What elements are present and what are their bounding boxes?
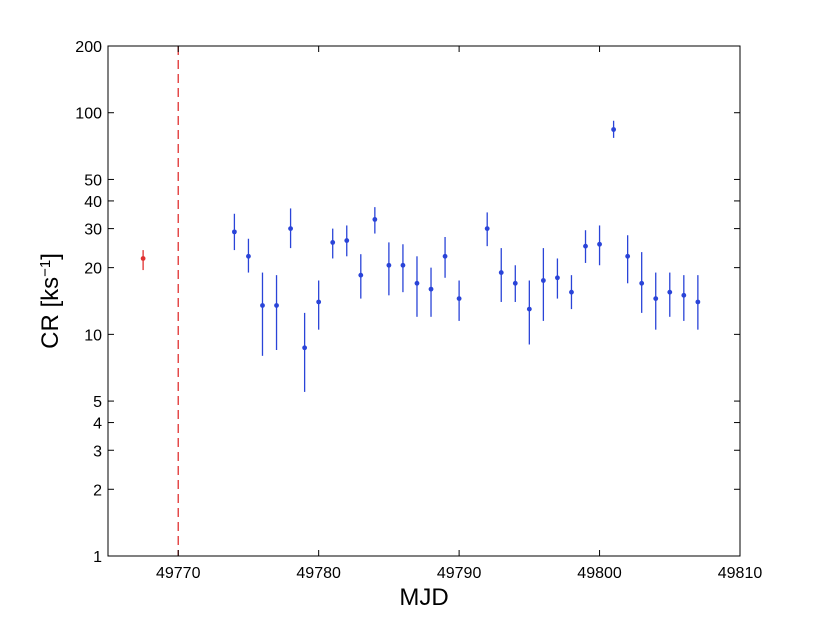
- data-marker: [625, 253, 631, 259]
- data-marker: [274, 303, 279, 308]
- data-point: [386, 242, 392, 296]
- data-marker: [555, 275, 560, 281]
- y-tick-label: 20: [84, 261, 102, 278]
- data-point: [555, 258, 560, 299]
- data-marker: [344, 238, 350, 243]
- y-tick-label: 50: [84, 172, 102, 189]
- data-marker: [288, 226, 293, 232]
- data-point: [639, 252, 645, 313]
- y-tick-label: 100: [75, 106, 102, 123]
- data-point: [400, 244, 406, 293]
- axis-ticks: 49770 49780 49790 49800 49810 1 2 3 4 5 10 20 30 40 50…: [75, 39, 762, 582]
- data-point: [260, 272, 265, 356]
- data-point: [484, 212, 490, 247]
- x-tick-label: 49790: [437, 565, 482, 582]
- data-marker: [526, 306, 532, 312]
- data-point: [681, 275, 687, 321]
- data-point: [358, 254, 364, 299]
- plot-area: [140, 46, 701, 556]
- data-marker: [681, 292, 687, 298]
- y-axis-label-superscript: −1: [37, 260, 54, 277]
- data-point: [414, 256, 420, 317]
- data-point: [246, 238, 251, 273]
- data-marker: [653, 296, 659, 301]
- y-tick-label: 200: [75, 39, 102, 56]
- data-point: [569, 275, 574, 310]
- data-point: [695, 275, 701, 330]
- y-axis-label: CR [ks−1]: [37, 253, 65, 349]
- data-marker: [260, 303, 265, 308]
- data-marker: [400, 262, 406, 268]
- data-point: [372, 207, 378, 234]
- data-point: [526, 280, 532, 345]
- data-point: [288, 208, 293, 249]
- data-point: [344, 225, 350, 257]
- data-point: [456, 280, 462, 321]
- y-tick-label: 10: [84, 327, 102, 344]
- y-tick-label: 1: [93, 549, 102, 566]
- data-marker: [140, 256, 146, 261]
- data-point: [512, 265, 518, 302]
- data-marker: [611, 127, 616, 132]
- data-marker: [667, 289, 673, 295]
- data-marker: [316, 299, 322, 305]
- y-tick-label: 2: [93, 482, 102, 499]
- data-point: [625, 235, 631, 284]
- data-point: [330, 228, 336, 259]
- data-point: [653, 272, 659, 330]
- data-marker: [695, 299, 701, 305]
- y-tick-label: 30: [84, 222, 102, 239]
- data-marker: [330, 239, 336, 245]
- data-point: [140, 250, 146, 271]
- data-marker: [358, 272, 364, 278]
- data-marker: [372, 217, 378, 222]
- x-tick-label: 49770: [156, 565, 201, 582]
- data-marker: [456, 296, 462, 301]
- x-tick-label: 49800: [577, 565, 622, 582]
- data-marker: [246, 253, 251, 259]
- data-marker: [232, 229, 237, 235]
- data-marker: [540, 278, 546, 283]
- data-marker: [484, 226, 490, 232]
- data-marker: [639, 280, 645, 286]
- data-marker: [498, 270, 504, 275]
- data-marker: [386, 262, 392, 268]
- x-tick-label: 49780: [296, 565, 341, 582]
- data-point: [232, 213, 237, 251]
- data-marker: [583, 243, 588, 249]
- data-point: [442, 236, 448, 278]
- data-marker: [442, 253, 448, 259]
- data-marker: [569, 289, 574, 295]
- y-tick-label: 40: [84, 194, 102, 211]
- data-point: [611, 120, 616, 138]
- data-marker: [512, 280, 518, 286]
- data-point: [540, 248, 546, 321]
- data-marker: [428, 286, 434, 292]
- data-point: [667, 272, 673, 317]
- y-tick-label: 4: [93, 416, 102, 433]
- y-axis-label-suffix: ]: [37, 253, 64, 260]
- y-axis-label-text: CR [ks: [37, 277, 64, 349]
- data-marker: [597, 241, 602, 247]
- data-point: [428, 267, 434, 317]
- data-marker: [302, 345, 308, 351]
- data-point: [316, 280, 322, 330]
- y-tick-label: 3: [93, 443, 102, 460]
- axes-frame: [107, 45, 741, 557]
- data-point: [302, 312, 308, 392]
- x-axis-label: MJD: [399, 584, 448, 611]
- y-tick-label: 5: [93, 394, 102, 411]
- data-point: [498, 248, 504, 302]
- data-point: [274, 275, 279, 351]
- data-point: [597, 225, 602, 266]
- x-tick-label: 49810: [718, 565, 763, 582]
- data-point: [583, 230, 588, 263]
- data-marker: [414, 280, 420, 286]
